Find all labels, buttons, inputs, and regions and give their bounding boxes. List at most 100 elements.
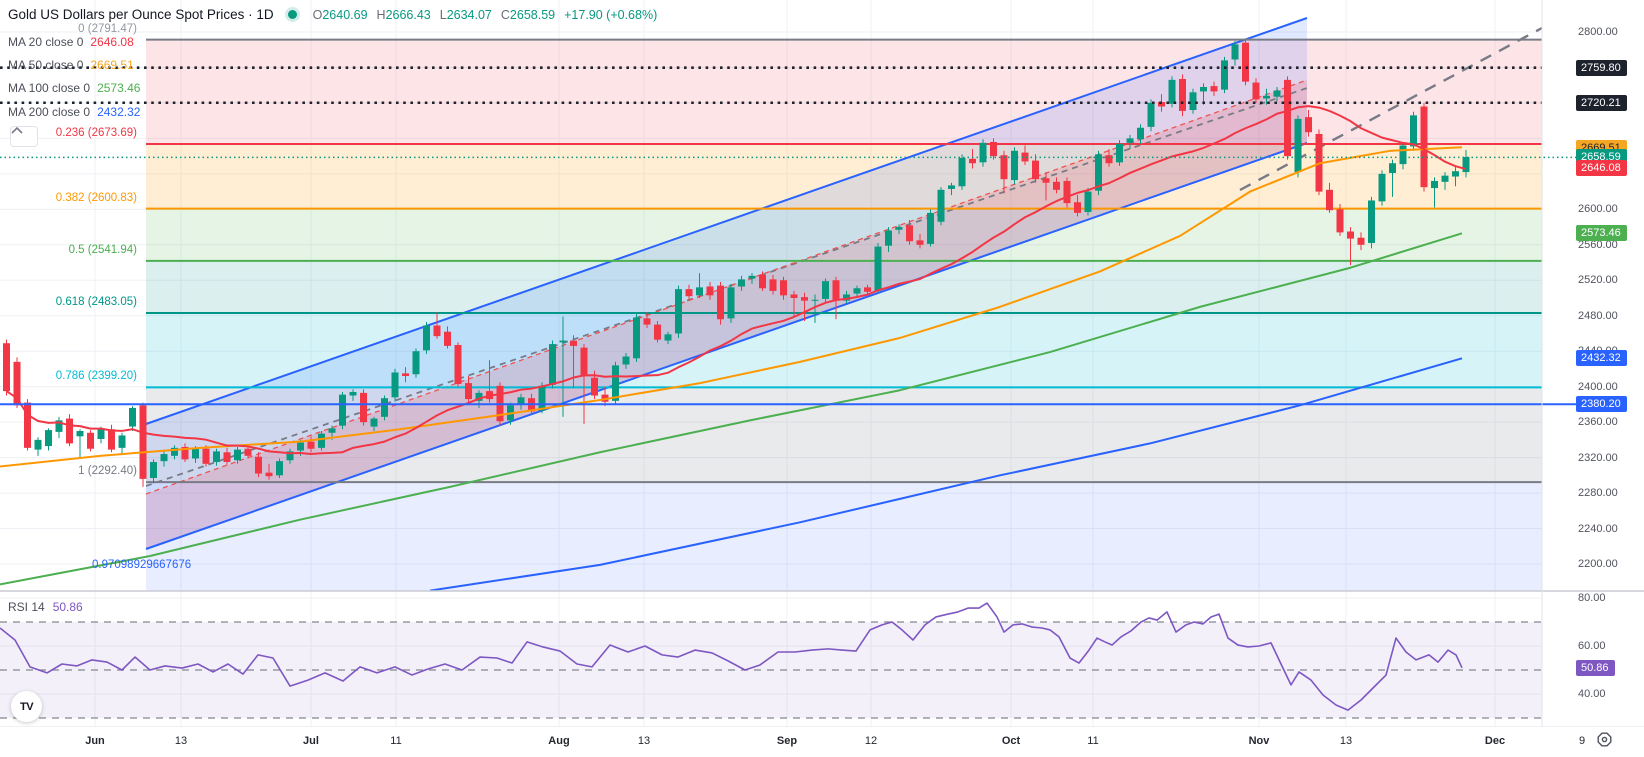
candle-body: [1231, 44, 1239, 60]
rsi-label: RSI 14: [8, 600, 45, 614]
change-value: +17.90 (+0.68%): [564, 7, 658, 22]
channel-upper-line: [145, 17, 1308, 425]
fib-retracement-layer: [146, 39, 1542, 591]
candle-body: [150, 462, 157, 478]
price-axis[interactable]: 2800.002600.002560.002520.002480.002440.…: [1543, 0, 1644, 727]
symbol-legend: Gold US Dollars per Ounce Spot Prices · …: [8, 7, 658, 119]
candle-body: [139, 405, 147, 479]
candle-body: [318, 433, 325, 448]
candle-body: [202, 448, 210, 464]
channel-inner-dashed: [145, 79, 1308, 495]
candle-body: [297, 442, 304, 451]
ma100-legend[interactable]: MA 100 close 0 2573.46: [8, 81, 140, 95]
candle-body: [76, 431, 84, 437]
ma20-value: 2646.08: [90, 35, 134, 49]
candle-body: [402, 373, 409, 377]
legend-collapse-button[interactable]: [10, 126, 38, 147]
candle-body: [213, 451, 220, 463]
price-axis-badge: 2573.46: [1576, 224, 1627, 241]
ma200-line: [429, 357, 1463, 592]
ma20-label: MA 20 close 0: [8, 35, 84, 49]
rsi-pane: [0, 602, 1542, 719]
candle-body: [580, 347, 588, 377]
candle-body: [633, 317, 640, 359]
candle-body: [454, 344, 462, 385]
time-axis-month-label: Dec: [1484, 735, 1506, 747]
candle-body: [1126, 138, 1134, 143]
time-axis-day-label: 9: [1578, 735, 1586, 747]
candle-body: [906, 225, 913, 242]
candle-body: [171, 447, 178, 456]
candle-body: [1305, 117, 1312, 133]
ma20-legend[interactable]: MA 20 close 0 2646.08: [8, 35, 134, 49]
candle-body: [1021, 152, 1029, 162]
ma50-legend[interactable]: MA 50 close 0 2669.51: [8, 58, 134, 72]
candle-body: [433, 325, 441, 337]
candle-body: [801, 297, 808, 301]
candle-body: [990, 141, 997, 157]
candle-body: [969, 158, 976, 164]
candle-body: [979, 142, 987, 163]
channel-lower-fill: [146, 80, 1307, 549]
candle-body: [916, 240, 924, 245]
ma20-line: [5, 105, 1467, 456]
symbol-title[interactable]: Gold US Dollars per Ounce Spot Prices · …: [8, 7, 274, 22]
candle-body: [864, 287, 871, 292]
moving-averages-layer: [0, 105, 1467, 592]
price-axis-tick: 2800.00: [1578, 26, 1618, 38]
candle-body: [97, 428, 105, 439]
candle-body: [517, 397, 525, 404]
candle-body: [255, 456, 262, 474]
price-axis-tick: 2240.00: [1578, 522, 1618, 535]
candle-body: [1158, 102, 1165, 107]
trendline-dashed-extension: [1239, 26, 1543, 192]
fib-level-label: 0.382 (2600.83): [55, 191, 137, 204]
candle-body: [706, 286, 714, 296]
fib-level-label: 1 (2292.40): [78, 465, 137, 478]
fib-band: [146, 143, 1542, 209]
candle-body: [696, 287, 703, 296]
candle-body: [1168, 79, 1176, 104]
candle-body: [465, 383, 472, 400]
fib-band: [146, 208, 1542, 261]
candle-body: [328, 428, 336, 433]
rsi-legend[interactable]: RSI 14 50.86: [8, 600, 83, 614]
price-axis-tick: 2600.00: [1578, 203, 1618, 216]
time-axis-day-label: 11: [390, 735, 402, 747]
open-value: O2640.69: [312, 7, 368, 22]
channel-fib-value-label: 0.97098929667676: [92, 559, 192, 571]
price-axis-tick: 2400.00: [1578, 380, 1618, 393]
candle-body: [769, 279, 777, 291]
candle-body: [1221, 60, 1228, 90]
candle-body: [1294, 118, 1302, 173]
price-axis-tick: 2320.00: [1578, 451, 1618, 464]
fib-level-label: 0.786 (2399.20): [55, 370, 137, 383]
candle-body: [727, 287, 735, 319]
candle-body: [276, 461, 283, 476]
candle-body: [1378, 173, 1386, 202]
gear-icon: [1597, 732, 1612, 747]
candle-body: [45, 430, 52, 447]
tradingview-logo[interactable]: TV: [11, 691, 42, 722]
time-axis[interactable]: Jun 13 Jul 11 Aug 13 Sep 12 Oct 11 Nov 13 Dec 9: [0, 727, 1644, 757]
price-axis-tick: 2520.00: [1578, 274, 1618, 287]
market-status-icon[interactable]: [287, 10, 297, 19]
time-axis-day-label: 13: [174, 735, 188, 747]
candle-body: [1273, 90, 1281, 97]
price-axis-tick: 2200.00: [1578, 558, 1618, 570]
candle-body: [843, 294, 850, 301]
candle-body: [13, 361, 21, 406]
candle-body: [360, 392, 367, 423]
time-axis-day-label: 13: [637, 735, 651, 747]
candle-body: [895, 227, 903, 230]
ohlc-values: O2640.69 H2666.43 L2634.07 C2658.59 +17.…: [313, 8, 658, 22]
ma200-legend[interactable]: MA 200 close 0 2432.32: [8, 105, 140, 119]
candle-body: [1105, 155, 1113, 164]
candle-body: [24, 402, 31, 448]
fib-level-label: 0 (2791.47): [78, 22, 137, 35]
candle-body: [160, 454, 168, 462]
time-axis-month-label: Sep: [776, 735, 798, 747]
grid-layer: [0, 0, 1542, 727]
price-axis-tick: 2480.00: [1578, 309, 1618, 322]
